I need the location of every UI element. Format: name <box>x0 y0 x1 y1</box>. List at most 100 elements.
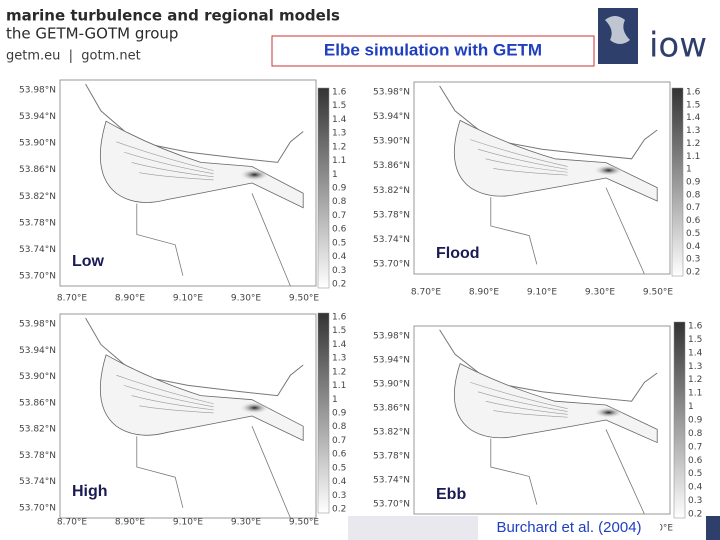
colorbar-label: 0.3 <box>332 491 346 501</box>
colorbar-label: 0.5 <box>688 469 702 479</box>
colorbar-label: 1 <box>686 165 692 175</box>
colorbar-label: 0.4 <box>332 252 347 262</box>
lon-label: 8.90°E <box>115 294 146 304</box>
colorbar-label: 0.6 <box>688 456 703 466</box>
colorbar-label: 1.1 <box>332 381 346 391</box>
corner-mark <box>706 516 720 540</box>
colorbar-label: 0.8 <box>332 422 347 432</box>
estuary <box>453 363 658 444</box>
lon-label: 9.10°E <box>173 294 204 304</box>
velocity-maximum <box>593 164 624 177</box>
lat-label: 53.70°N <box>19 272 56 282</box>
lat-label: 53.90°N <box>373 380 410 390</box>
lat-label: 53.86°N <box>373 404 410 414</box>
colorbar-label: 1.4 <box>332 340 347 350</box>
colorbar <box>317 312 330 514</box>
lon-label: 9.30°E <box>585 288 616 298</box>
colorbar-label: 1.6 <box>332 313 347 323</box>
colorbar-label: 1.5 <box>332 101 346 111</box>
lat-label: 53.82°N <box>373 186 410 196</box>
lon-label: 8.90°E <box>469 288 500 298</box>
panel-label: Ebb <box>436 486 466 503</box>
citation: Burchard et al. (2004) <box>496 519 641 536</box>
coastline <box>439 329 658 402</box>
colorbar-label: 1.3 <box>688 362 702 372</box>
colorbar-label: 0.8 <box>686 190 701 200</box>
colorbar-label: 0.6 <box>332 225 347 235</box>
colorbar-label: 0.6 <box>332 450 347 460</box>
panels: 53.98°N 53.94°N 53.90°N 53.86°N 53.82°N 53.78… <box>19 79 703 534</box>
colorbar <box>671 87 684 277</box>
colorbar-label: 1.4 <box>688 348 703 358</box>
colorbar-label: 0.9 <box>688 416 703 426</box>
lat-label: 53.86°N <box>373 161 410 171</box>
colorbar-label: 0.4 <box>688 483 703 493</box>
colorbar-label: 1 <box>332 395 338 405</box>
coastline <box>439 85 658 160</box>
coastline <box>85 83 304 163</box>
footer-band <box>348 516 478 540</box>
lon-label: 9.30°E <box>231 518 262 528</box>
lon-label: 8.70°E <box>57 294 88 304</box>
lat-label: 53.70°N <box>373 500 410 510</box>
colorbar-label: 1.2 <box>688 375 702 385</box>
lon-label: 9.50°E <box>643 288 674 298</box>
colorbar-label: 0.9 <box>332 409 347 419</box>
contour <box>477 148 568 170</box>
lon-label: 8.90°E <box>115 518 146 528</box>
colorbar-label: 1.4 <box>686 113 701 123</box>
colorbar-label: 0.7 <box>686 203 700 213</box>
lat-label: 53.94°N <box>373 356 410 366</box>
estuary <box>453 119 658 202</box>
colorbar-label: 0.6 <box>686 216 701 226</box>
logo-text: iow <box>649 26 707 66</box>
lat-label: 53.74°N <box>373 476 410 486</box>
colorbar-label: 1.1 <box>332 156 346 166</box>
riverbank <box>136 193 291 287</box>
lat-label: 53.98°N <box>373 88 410 98</box>
coastline <box>85 317 304 397</box>
lat-label: 53.90°N <box>19 139 56 149</box>
colorbar-label: 1.2 <box>686 139 700 149</box>
panel-label: Flood <box>436 245 480 262</box>
lat-label: 53.82°N <box>19 425 56 435</box>
contour <box>139 405 214 414</box>
riverbank <box>136 426 291 519</box>
contour <box>485 158 568 173</box>
contour <box>131 395 214 411</box>
lat-label: 53.86°N <box>19 165 56 175</box>
colorbar-label: 1.1 <box>686 152 700 162</box>
lat-label: 53.98°N <box>19 86 56 96</box>
colorbar-label: 1 <box>688 402 694 412</box>
colorbar-label: 0.2 <box>686 268 700 278</box>
colorbar-label: 0.5 <box>332 463 346 473</box>
colorbar-label: 0.2 <box>688 510 702 520</box>
citation-box <box>478 515 660 540</box>
riverbank <box>490 187 645 275</box>
colorbar-label: 1.3 <box>686 126 700 136</box>
contour <box>485 400 568 415</box>
lat-label: 53.86°N <box>19 398 56 408</box>
header-links: getm.eu | gotm.net <box>6 49 141 64</box>
lon-label: 9.50°E <box>289 294 320 304</box>
slide-title: Elbe simulation with GETM <box>324 40 542 59</box>
contour <box>477 391 568 412</box>
contour <box>139 172 214 181</box>
contour <box>470 139 568 167</box>
colorbar-label: 0.5 <box>686 229 700 239</box>
colorbar-label: 0.7 <box>332 436 346 446</box>
contour <box>116 374 214 405</box>
lat-label: 53.70°N <box>19 504 56 514</box>
colorbar <box>317 87 330 289</box>
colorbar-label: 0.4 <box>686 242 701 252</box>
header-line1: marine turbulence and regional models <box>6 7 340 25</box>
lon-label: 9.50°E <box>289 518 320 528</box>
colorbar-label: 1.4 <box>332 115 347 125</box>
lat-label: 53.94°N <box>19 346 56 356</box>
colorbar-label: 1.6 <box>332 88 347 98</box>
contour <box>116 141 214 171</box>
colorbar-label: 1.6 <box>688 322 703 332</box>
riverbank <box>490 429 645 515</box>
lat-label: 53.78°N <box>19 218 56 228</box>
lat-label: 53.98°N <box>19 320 56 330</box>
